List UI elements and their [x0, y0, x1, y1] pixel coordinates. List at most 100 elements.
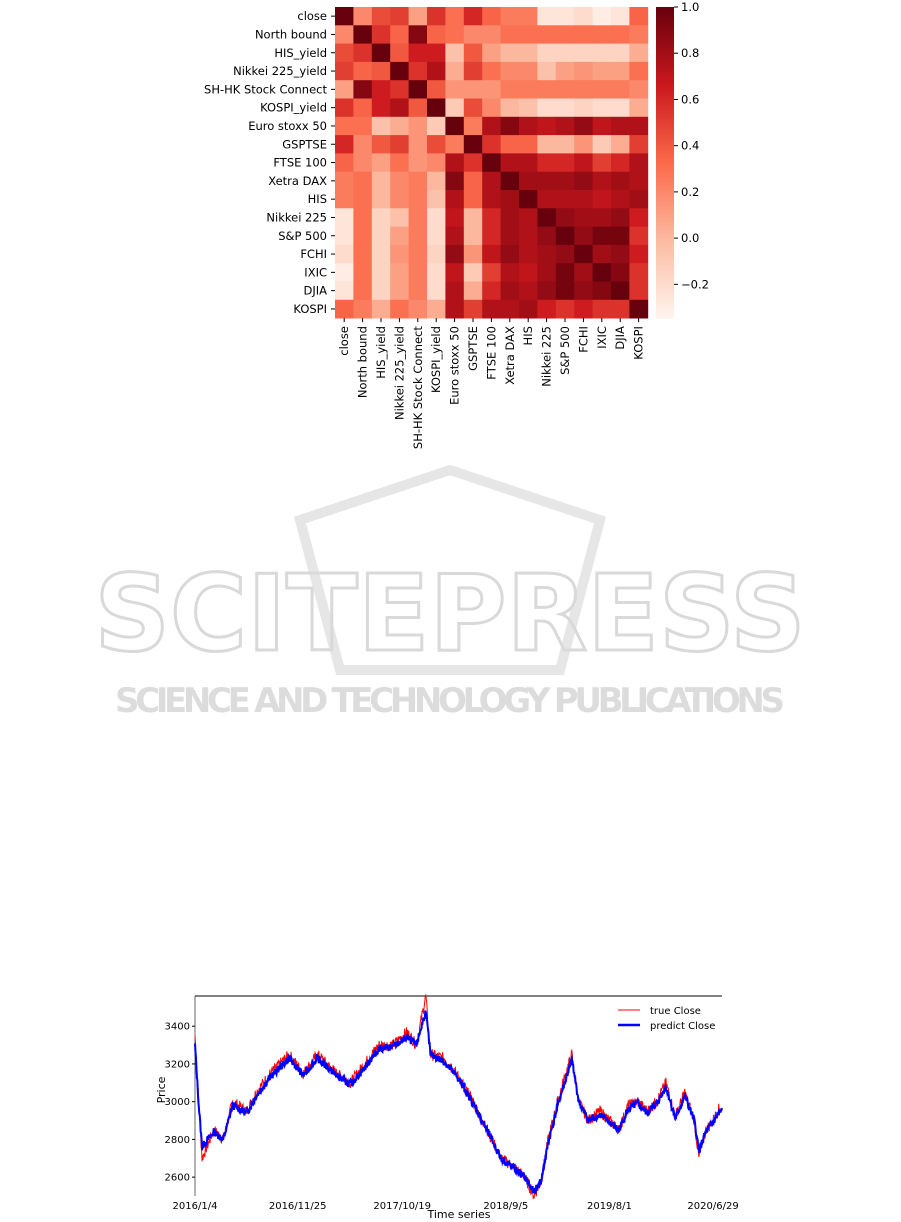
heatmap-cell [371, 135, 391, 154]
heatmap-cell [519, 43, 538, 63]
heatmap-cell [592, 98, 612, 118]
heatmap-cell [445, 281, 465, 301]
y-tick-label: 2600 [165, 1173, 190, 1184]
heatmap-cell [555, 171, 575, 191]
heatmap-cell [500, 263, 520, 282]
heatmap-cell [574, 7, 593, 26]
y-tick-label: 3400 [165, 1022, 190, 1033]
heatmap-cell [611, 7, 630, 26]
heatmap-cell [555, 135, 575, 154]
heatmap-cell [574, 98, 593, 118]
heatmap-cell [371, 263, 391, 282]
column-label: S&P 500 [558, 326, 572, 375]
heatmap-cell [335, 244, 354, 264]
heatmap-cell [463, 61, 483, 81]
heatmap-cell [353, 226, 373, 246]
heatmap-cell [408, 61, 428, 81]
heatmap-cell [629, 171, 649, 191]
y-tick-label: 3000 [165, 1097, 190, 1108]
x-tick-label: 2017/10/19 [373, 1201, 431, 1212]
heatmap-cell [611, 98, 630, 118]
heatmap-cell [574, 43, 593, 63]
heatmap-cell [353, 25, 373, 44]
heatmap-cell [482, 208, 501, 227]
heatmap-cell [390, 80, 409, 99]
heatmap-cell [390, 190, 409, 209]
heatmap-cell [592, 263, 612, 282]
heatmap-cell [463, 299, 483, 319]
heatmap-cell [427, 116, 446, 136]
heatmap-cell [500, 226, 520, 246]
heatmap-cell [537, 116, 557, 136]
heatmap-cell [482, 61, 501, 81]
heatmap-cell [574, 190, 593, 209]
heatmap-cell [537, 135, 557, 154]
heatmap-cell [592, 153, 612, 173]
heatmap-cell [408, 281, 428, 301]
heatmap-cell [519, 80, 538, 99]
row-label: KOSPI [293, 302, 327, 316]
row-label: SH-HK Stock Connect [204, 82, 327, 96]
heatmap-cell [537, 7, 557, 26]
heatmap-cell [537, 153, 557, 173]
heatmap-cell [371, 244, 391, 264]
heatmap-cell [427, 299, 446, 319]
heatmap-cell [335, 208, 354, 227]
heatmap-cell [427, 244, 446, 264]
heatmap-cell [500, 7, 520, 26]
heatmap-cell [537, 226, 557, 246]
column-label: FCHI [576, 326, 590, 353]
heatmap-cell [555, 153, 575, 173]
heatmap-cell [555, 299, 575, 319]
row-label: HIS_yield [274, 46, 327, 60]
heatmap-cell [555, 7, 575, 26]
heatmap-cell [335, 43, 354, 63]
heatmap-cell [555, 208, 575, 227]
row-label: KOSPI_yield [260, 101, 327, 115]
heatmap-cell [555, 281, 575, 301]
heatmap-cell [482, 135, 501, 154]
row-label: Nikkei 225_yield [233, 64, 327, 78]
heatmap-cell [371, 190, 391, 209]
x-tick-label: 2019/8/1 [587, 1201, 632, 1212]
heatmap-cell [611, 244, 630, 264]
heatmap-cell [427, 80, 446, 99]
heatmap-cell [445, 80, 465, 99]
heatmap-cell [408, 299, 428, 319]
heatmap-cell [537, 80, 557, 99]
heatmap-cell [592, 208, 612, 227]
heatmap-cell [519, 208, 538, 227]
heatmap-cell [519, 226, 538, 246]
heatmap-cell [463, 171, 483, 191]
heatmap-cell [445, 135, 465, 154]
heatmap-cell [555, 190, 575, 209]
series-true-close [194, 993, 723, 1199]
heatmap-cell [408, 244, 428, 264]
heatmap-cell [390, 61, 409, 81]
heatmap-cell [463, 25, 483, 44]
row-label: close [297, 9, 327, 23]
heatmap-cell [445, 25, 465, 44]
watermark-brand: SCITEPRESS [94, 553, 805, 675]
heatmap-cell [445, 116, 465, 136]
watermark-tagline: SCIENCE AND TECHNOLOGY PUBLICATIONS [115, 681, 785, 721]
heatmap-cell [353, 135, 373, 154]
column-label: SH-HK Stock Connect [411, 326, 425, 449]
heatmap-cell [408, 171, 428, 191]
heatmap-cell [427, 281, 446, 301]
heatmap-cell [611, 43, 630, 63]
heatmap-cell [371, 98, 391, 118]
heatmap-cell [390, 135, 409, 154]
colorbar-tick-label: 0.2 [681, 185, 699, 199]
heatmap-cell [390, 116, 409, 136]
heatmap-cell [427, 7, 446, 26]
heatmap-cell [427, 25, 446, 44]
heatmap-cell [335, 226, 354, 246]
heatmap-cell [463, 135, 483, 154]
heatmap-cell [555, 116, 575, 136]
heatmap-cell [500, 190, 520, 209]
heatmap-cell [390, 263, 409, 282]
x-tick-label: 2018/9/5 [483, 1201, 528, 1212]
y-tick-label: 2800 [165, 1135, 190, 1146]
